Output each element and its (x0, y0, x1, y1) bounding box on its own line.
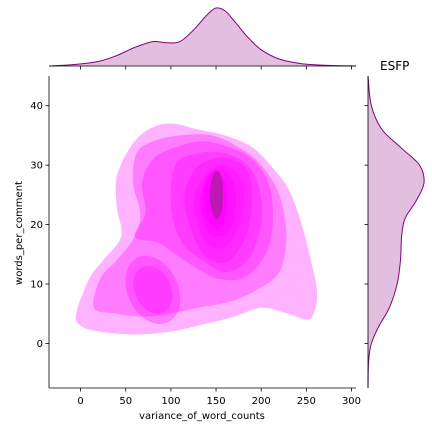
secondary-mode-level-2 (133, 266, 173, 314)
marginal-x-curve (48, 7, 357, 67)
density-level-2 (93, 134, 287, 317)
x-tick-label: 0 (77, 396, 83, 407)
x-tick-label: 250 (297, 396, 316, 407)
x-tick-label: 50 (119, 396, 132, 407)
marginal-y-fill (368, 76, 425, 388)
density-peak (209, 170, 223, 219)
x-tick-label: 300 (342, 396, 361, 407)
y-tick-label: 30 (30, 161, 43, 172)
density-level-1 (75, 123, 318, 335)
x-tick-label: 150 (206, 396, 225, 407)
x-tick-label: 100 (161, 396, 180, 407)
x-axis-label: variance_of_word_counts (139, 411, 265, 422)
x-tick-label: 200 (252, 396, 271, 407)
y-axis-label: words_per_comment (14, 181, 25, 285)
y-tick-label: 20 (30, 220, 43, 231)
y-tick-label: 40 (30, 101, 43, 112)
marginal-y-curve (367, 75, 425, 389)
joint-density-area (75, 123, 318, 335)
y-tick-label: 10 (30, 280, 43, 291)
y-tick-label: 0 (37, 339, 43, 350)
marginal-x-density (48, 7, 357, 70)
marginal-x-fill (49, 7, 356, 66)
chart-title: ESFP (380, 59, 409, 73)
joint-axes: 0 50 100 150 200 250 300 0 10 20 30 40 (30, 76, 361, 407)
marginal-y-density (364, 75, 425, 389)
secondary-mode-level-1 (125, 255, 181, 324)
density-level-3 (134, 141, 273, 281)
